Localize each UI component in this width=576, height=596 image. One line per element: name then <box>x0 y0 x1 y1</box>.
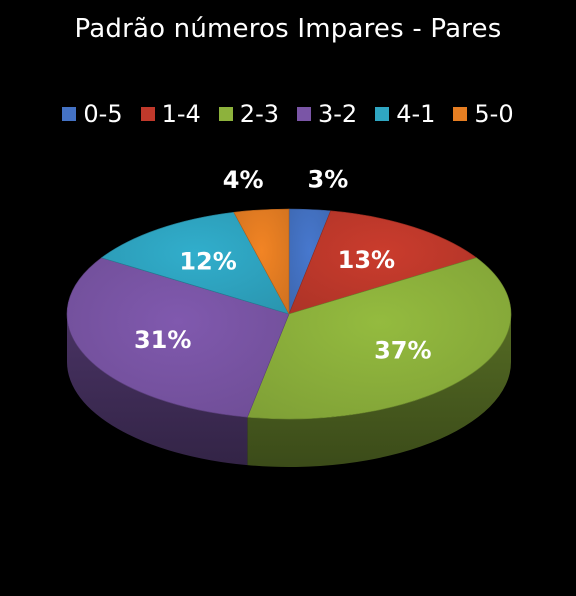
legend-item-2-3: 2-3 <box>218 100 279 128</box>
slice-label-4-1: 12% <box>179 247 236 275</box>
legend-label: 5-0 <box>474 100 514 128</box>
legend-item-4-1: 4-1 <box>375 100 435 128</box>
legend-label: 1-4 <box>161 100 201 128</box>
legend-label: 0-5 <box>83 100 123 128</box>
legend-swatch <box>453 107 468 121</box>
legend-item-5-0: 5-0 <box>453 100 514 128</box>
pie-slice-5-0 <box>233 208 290 315</box>
pie-slice-2-3 <box>246 257 512 420</box>
pie-tops <box>66 208 512 420</box>
pie-slice-1-4 <box>288 210 478 315</box>
pie-labels: 3% 13% 37% 31% 12% 4% <box>134 165 432 364</box>
legend-item-0-5: 0-5 <box>62 100 123 128</box>
legend-item-3-2: 3-2 <box>297 100 357 128</box>
slice-label-0-5: 3% <box>308 165 349 193</box>
slice-label-2-3: 37% <box>374 337 431 365</box>
legend: 0-5 1-4 2-3 3-2 4-1 5-0 <box>0 100 576 128</box>
legend-swatch <box>62 107 77 121</box>
chart-title: Padrão números Impares - Pares <box>74 14 502 44</box>
pie-slice-side-2-3 <box>247 314 511 467</box>
slice-label-3-2: 31% <box>134 326 191 354</box>
slice-label-1-4: 13% <box>338 246 395 274</box>
pie-sides <box>67 314 511 467</box>
legend-swatch <box>375 107 390 121</box>
legend-label: 3-2 <box>318 100 358 128</box>
legend-swatch <box>140 107 155 121</box>
slice-label-5-0: 4% <box>223 166 264 194</box>
legend-swatch <box>297 107 311 121</box>
legend-label: 4-1 <box>396 100 436 128</box>
legend-item-1-4: 1-4 <box>140 100 201 128</box>
legend-swatch <box>218 107 233 121</box>
pie-slice-4-1 <box>100 211 290 315</box>
legend-label: 2-3 <box>239 100 279 128</box>
pie-slice-side-3-2 <box>67 314 248 466</box>
